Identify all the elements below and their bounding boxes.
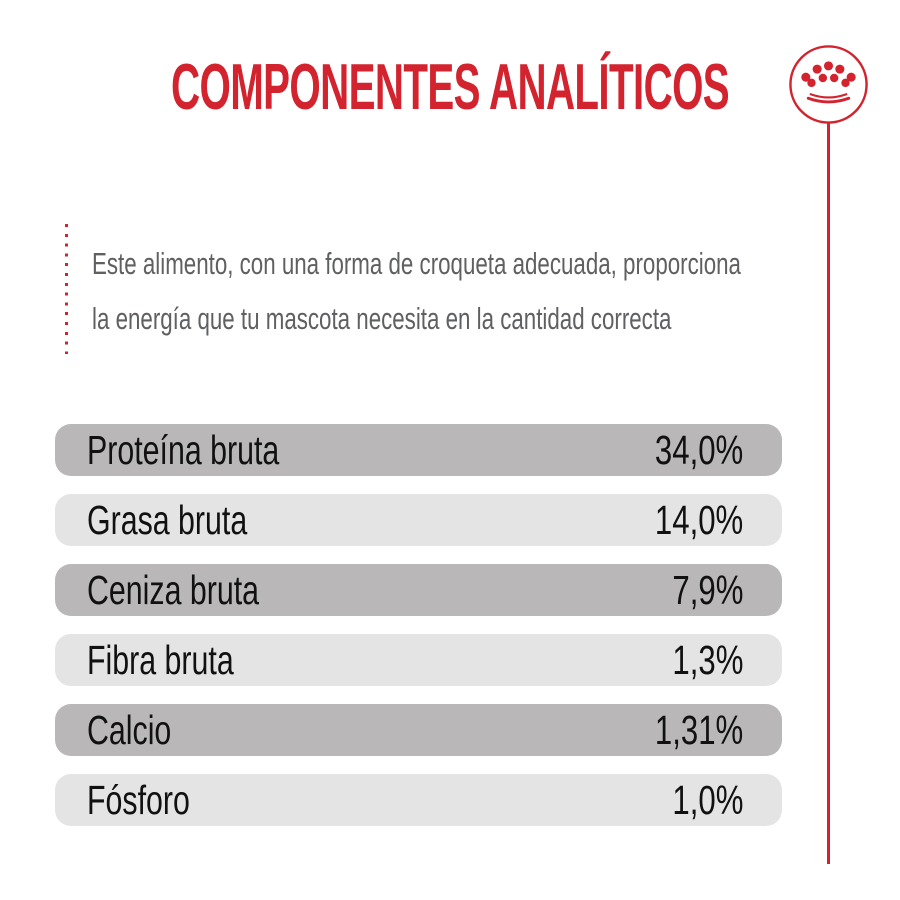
page-title-text: COMPONENTES ANALÍTICOS: [171, 50, 730, 123]
page-title: COMPONENTES ANALÍTICOS: [0, 54, 848, 119]
table-row: Ceniza bruta 7,9%: [55, 564, 782, 616]
component-label: Fibra bruta: [87, 636, 234, 683]
intro-text-line-1: Este alimento, con una forma de croqueta…: [92, 246, 741, 281]
royal-canin-crown-icon: [789, 45, 868, 124]
component-value: 1,31%: [654, 706, 743, 753]
table-row: Calcio 1,31%: [55, 704, 782, 756]
component-label: Proteína bruta: [87, 426, 280, 473]
table-row: Fósforo 1,0%: [55, 774, 782, 826]
component-label: Calcio: [87, 706, 172, 753]
component-label: Fósforo: [87, 776, 190, 823]
dotted-accent-line: [65, 224, 68, 354]
component-value: 7,9%: [671, 566, 743, 613]
component-label: Ceniza bruta: [87, 566, 260, 613]
table-row: Fibra bruta 1,3%: [55, 634, 782, 686]
component-value: 14,0%: [654, 496, 743, 543]
component-value: 34,0%: [654, 426, 743, 473]
component-value: 1,3%: [671, 636, 743, 683]
vertical-divider-line: [827, 122, 830, 864]
brand-logo: [788, 44, 869, 125]
component-value: 1,0%: [671, 776, 743, 823]
component-label: Grasa bruta: [87, 496, 248, 543]
intro-text-line-2: la energía que tu mascota necesita en la…: [92, 301, 672, 336]
analytical-components-table: Proteína bruta 34,0% Grasa bruta 14,0% C…: [55, 424, 782, 844]
table-row: Proteína bruta 34,0%: [55, 424, 782, 476]
table-row: Grasa bruta 14,0%: [55, 494, 782, 546]
